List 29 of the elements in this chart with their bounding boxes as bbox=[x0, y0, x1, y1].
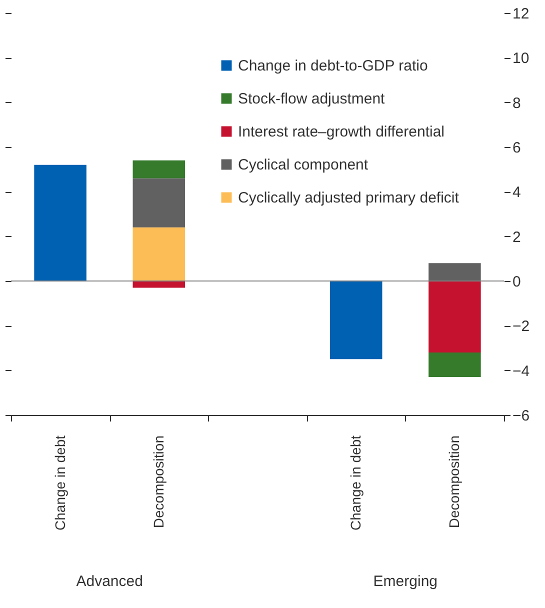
legend-label: Cyclical component bbox=[238, 156, 369, 174]
bar bbox=[132, 160, 186, 178]
y-tick-label: −2 bbox=[512, 318, 530, 336]
legend-label: Change in debt-to-GDP ratio bbox=[238, 58, 428, 74]
legend-label: Stock-flow adjustment bbox=[238, 90, 386, 108]
x-tick-label: Change in debt bbox=[348, 435, 364, 530]
legend-label: Cyclically adjusted primary deficit bbox=[238, 190, 460, 206]
bar bbox=[428, 263, 481, 281]
y-tick-label: 8 bbox=[512, 94, 521, 112]
y-tick-label: 6 bbox=[512, 140, 521, 156]
bar bbox=[132, 227, 186, 281]
bar bbox=[34, 164, 86, 281]
y-tick-label: −6 bbox=[512, 408, 530, 424]
text: Emerging bbox=[373, 573, 438, 590]
bar bbox=[330, 281, 382, 360]
x-tick-label: Decomposition bbox=[150, 436, 166, 528]
y-tick-label: 4 bbox=[512, 184, 521, 202]
y-tick-label: 2 bbox=[512, 228, 521, 246]
bar bbox=[132, 178, 186, 228]
bar bbox=[428, 352, 481, 378]
y-tick-label: 12 bbox=[512, 6, 530, 22]
y-tick-label: 10 bbox=[512, 50, 530, 68]
y-tick-label: −4 bbox=[512, 362, 530, 380]
legend-label: Interest rate–growth differential bbox=[238, 124, 445, 140]
bar bbox=[428, 281, 481, 352]
x-tick-label: Change in debt bbox=[52, 435, 68, 530]
text: Advanced bbox=[76, 573, 143, 590]
x-tick-label: Decomposition bbox=[446, 436, 462, 528]
y-tick-label: 0 bbox=[512, 274, 521, 290]
